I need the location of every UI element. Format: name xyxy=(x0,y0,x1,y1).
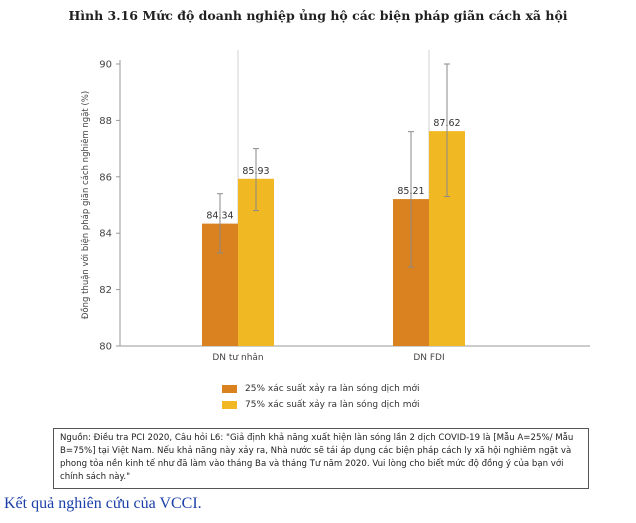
chart-legend: 25% xác suất xảy ra làn sóng dịch mới 75… xyxy=(222,381,419,413)
y-tick-label: 86 xyxy=(99,172,112,183)
legend-item-25: 25% xác suất xảy ra làn sóng dịch mới xyxy=(222,381,419,397)
x-tick-label: DN FDI xyxy=(413,353,444,363)
y-axis-label: Đồng thuận với biện pháp giãn cách nghiê… xyxy=(80,91,91,319)
legend-label-25: 25% xác suất xảy ra làn sóng dịch mới xyxy=(245,384,420,394)
legend-swatch-75 xyxy=(222,401,237,409)
y-tick-label: 80 xyxy=(99,342,112,353)
bar-chart: 80 82 84 86 88 90 Đồng thuận với biện pháp giã… xyxy=(80,50,590,363)
figure-title: Hình 3.16 Mức độ doanh nghiệp ủng hộ các… xyxy=(68,8,568,23)
x-tick-label: DN tư nhân xyxy=(212,353,263,363)
data-label: 87.62 xyxy=(433,118,460,129)
source-note: Nguồn: Điều tra PCI 2020, Câu hỏi L6: "G… xyxy=(53,428,589,489)
y-tick-label: 88 xyxy=(99,116,112,127)
y-tick-label: 82 xyxy=(99,285,112,296)
y-tick-label: 90 xyxy=(99,60,112,71)
legend-swatch-25 xyxy=(222,385,237,393)
data-label: 85.93 xyxy=(242,166,269,177)
data-label: 84.34 xyxy=(206,211,233,222)
data-label: 85.21 xyxy=(397,186,424,197)
caption: Kết quả nghiên cứu của VCCI. xyxy=(4,495,202,512)
legend-item-75: 75% xác suất xảy ra làn sóng dịch mới xyxy=(222,397,419,413)
legend-label-75: 75% xác suất xảy ra làn sóng dịch mới xyxy=(245,400,420,410)
y-tick-label: 84 xyxy=(99,229,112,240)
